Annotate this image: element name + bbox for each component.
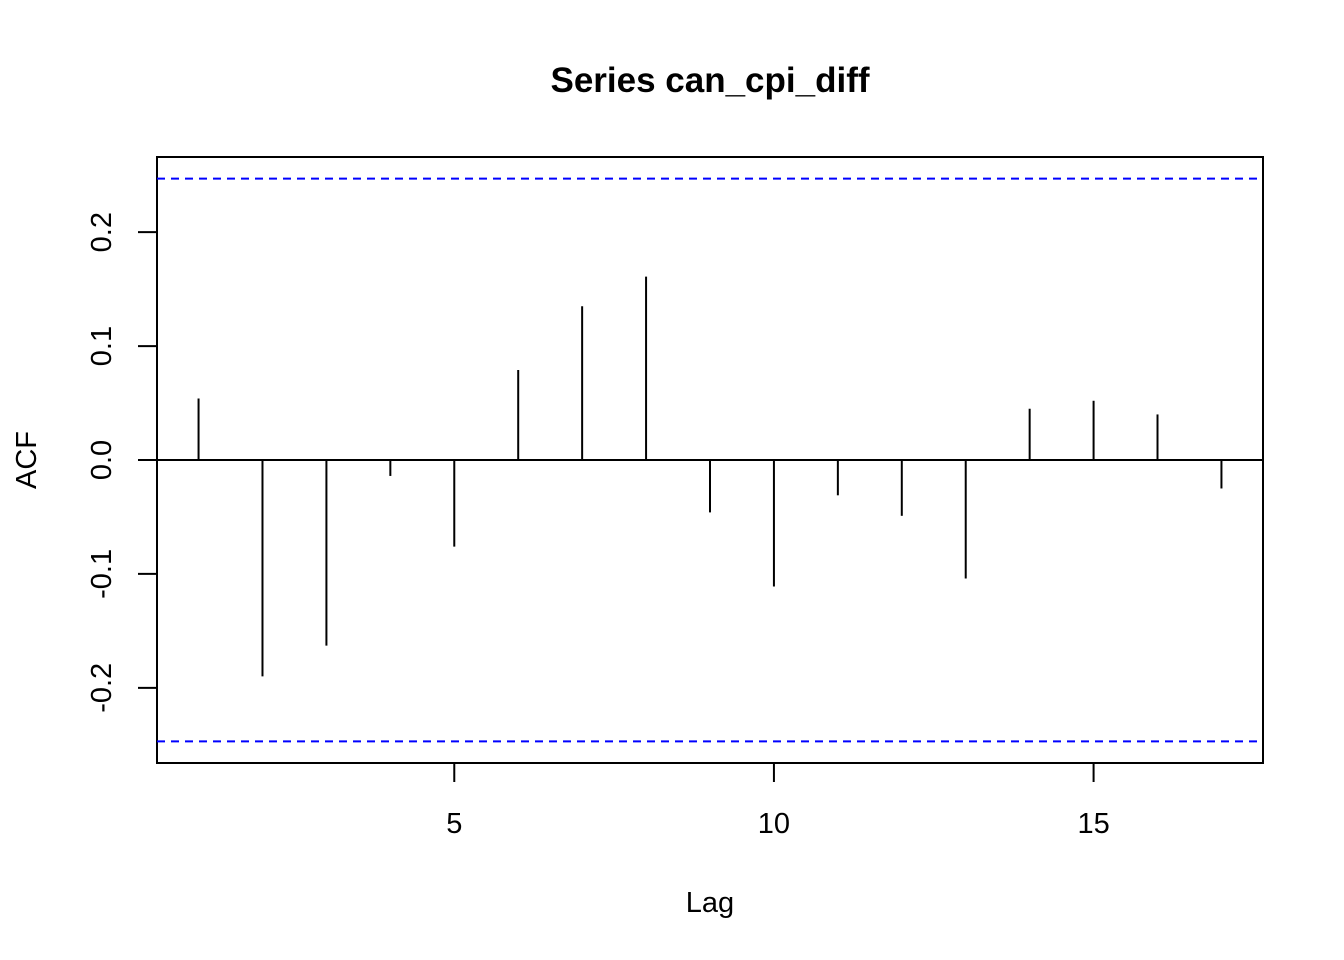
x-tick-label-10: 10 bbox=[758, 808, 790, 840]
acf-bars bbox=[197, 276, 1223, 677]
confidence-bounds bbox=[157, 177, 1263, 743]
x-axis-label: Lag bbox=[686, 887, 734, 919]
chart-title: Series can_cpi_diff bbox=[550, 61, 869, 100]
y-axis-label: ACF bbox=[11, 431, 43, 489]
y-tick-label-0.1: 0.1 bbox=[86, 326, 118, 366]
y-tick-label-0.2: 0.2 bbox=[86, 212, 118, 252]
y-tick-label-0.0: 0.0 bbox=[86, 440, 118, 480]
x-tick-label-15: 15 bbox=[1077, 808, 1109, 840]
y-tick-label--0.1: -0.1 bbox=[86, 549, 118, 599]
x-tick-label-5: 5 bbox=[446, 808, 462, 840]
y-axis: -0.2 -0.1 0.0 0.1 0.2 bbox=[86, 212, 158, 713]
y-tick-label--0.2: -0.2 bbox=[86, 663, 118, 713]
x-axis: 5 10 15 bbox=[446, 762, 1110, 840]
